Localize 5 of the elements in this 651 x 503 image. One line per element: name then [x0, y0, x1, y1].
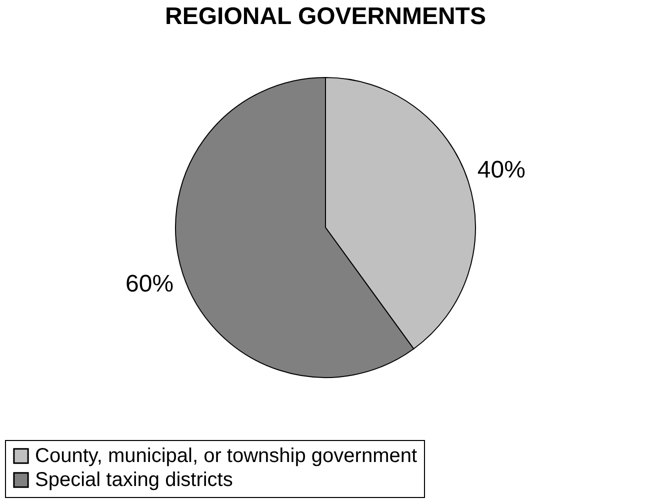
- chart-title: REGIONAL GOVERNMENTS: [165, 3, 486, 30]
- data-label: 40%: [477, 156, 526, 184]
- legend-label: Special taxing districts: [35, 469, 233, 491]
- legend-label: County, municipal, or township government: [35, 445, 418, 467]
- data-label: 60%: [126, 270, 174, 298]
